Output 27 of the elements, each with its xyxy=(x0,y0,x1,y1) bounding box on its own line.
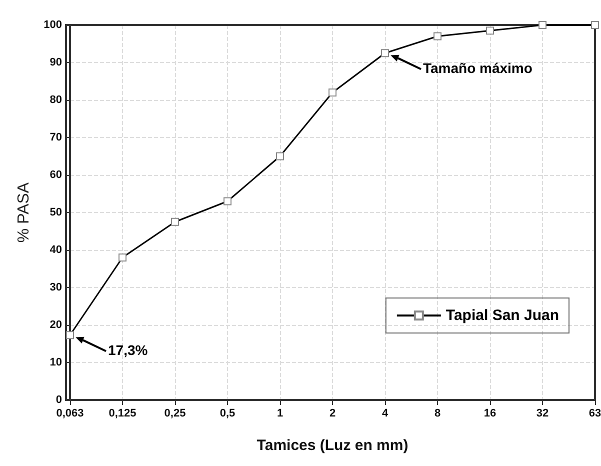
x-tick-label: 2 xyxy=(329,408,336,420)
annotation: 17,3% xyxy=(108,342,148,358)
x-tick-label: 16 xyxy=(484,408,496,420)
x-axis-title: Tamices (Luz en mm) xyxy=(256,437,408,454)
y-tick-label: 10 xyxy=(50,356,62,368)
x-tick-label: 0,063 xyxy=(56,408,84,420)
x-tick-label: 0,125 xyxy=(108,408,136,420)
y-tick-label: 30 xyxy=(50,282,62,294)
x-tick-label: 63 xyxy=(588,408,601,420)
y-tick-label: 20 xyxy=(50,319,62,331)
y-tick-label: 60 xyxy=(50,169,62,181)
y-axis-title: % PASA xyxy=(16,182,32,243)
legend-label: Tapial San Juan xyxy=(446,307,560,324)
y-tick-label: 70 xyxy=(50,132,62,144)
y-tick-label: 90 xyxy=(50,56,62,68)
x-tick-label: 0,5 xyxy=(220,408,236,420)
x-tick-label: 1 xyxy=(276,408,284,420)
y-tick-label: 80 xyxy=(50,94,62,106)
x-tick-label: 0,25 xyxy=(164,408,186,420)
y-tick-label: 50 xyxy=(50,206,62,218)
y-tick-label: 40 xyxy=(50,244,62,256)
x-tick-label: 32 xyxy=(536,408,549,420)
x-tick-label: 8 xyxy=(434,408,441,420)
y-tick-label: 100 xyxy=(44,19,62,31)
y-tick-label: 0 xyxy=(56,394,62,406)
annotation: Tamaño máximo xyxy=(423,60,532,76)
x-tick-label: 4 xyxy=(382,408,389,420)
